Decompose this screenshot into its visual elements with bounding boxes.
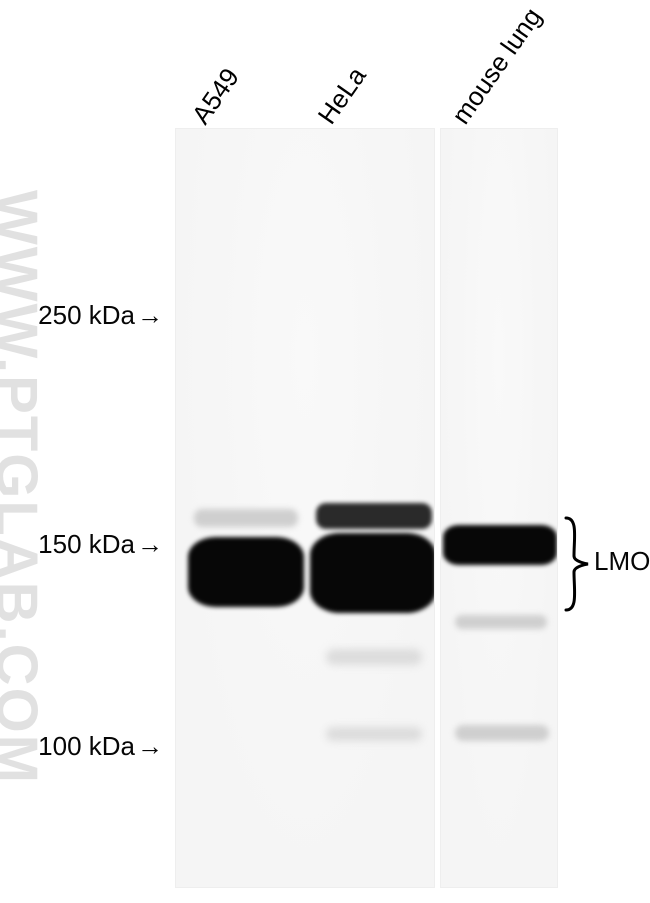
- mw-marker-100: 100 kDa→: [38, 731, 163, 762]
- band-a549-main: [188, 537, 304, 607]
- target-label-area: LMO7: [560, 128, 650, 888]
- lane-labels-area: A549 HeLa mouse lung: [175, 10, 560, 130]
- band-hela-faint-2: [326, 727, 422, 741]
- mw-marker-150-text: 150 kDa: [38, 529, 135, 559]
- band-mouselung-faint-2: [455, 725, 549, 741]
- band-hela-upper: [316, 503, 432, 529]
- target-label-lmo7: LMO7: [594, 546, 650, 577]
- blot-panel-left: [175, 128, 435, 888]
- arrow-right-icon: →: [137, 731, 163, 762]
- mw-marker-250-text: 250 kDa: [38, 300, 135, 330]
- band-hela-main: [310, 533, 435, 613]
- lane-label-hela: HeLa: [312, 61, 373, 130]
- band-mouselung-faint-1: [455, 615, 547, 629]
- band-mouselung-main: [443, 525, 557, 565]
- arrow-right-icon: →: [137, 529, 163, 560]
- lane-label-mouselung: mouse lung: [446, 2, 548, 130]
- arrow-right-icon: →: [137, 300, 163, 331]
- lane-label-a549: A549: [186, 62, 246, 130]
- mw-marker-250: 250 kDa→: [38, 300, 163, 331]
- mw-marker-100-text: 100 kDa: [38, 731, 135, 761]
- brace-icon: [562, 516, 590, 612]
- band-a549-faint-upper: [194, 509, 298, 527]
- blot-panel-right: [440, 128, 558, 888]
- mw-marker-150: 150 kDa→: [38, 529, 163, 560]
- mw-markers-area: 250 kDa→ 150 kDa→ 100 kDa→: [0, 128, 175, 888]
- blot-area: [175, 128, 558, 888]
- band-hela-faint-1: [326, 649, 422, 665]
